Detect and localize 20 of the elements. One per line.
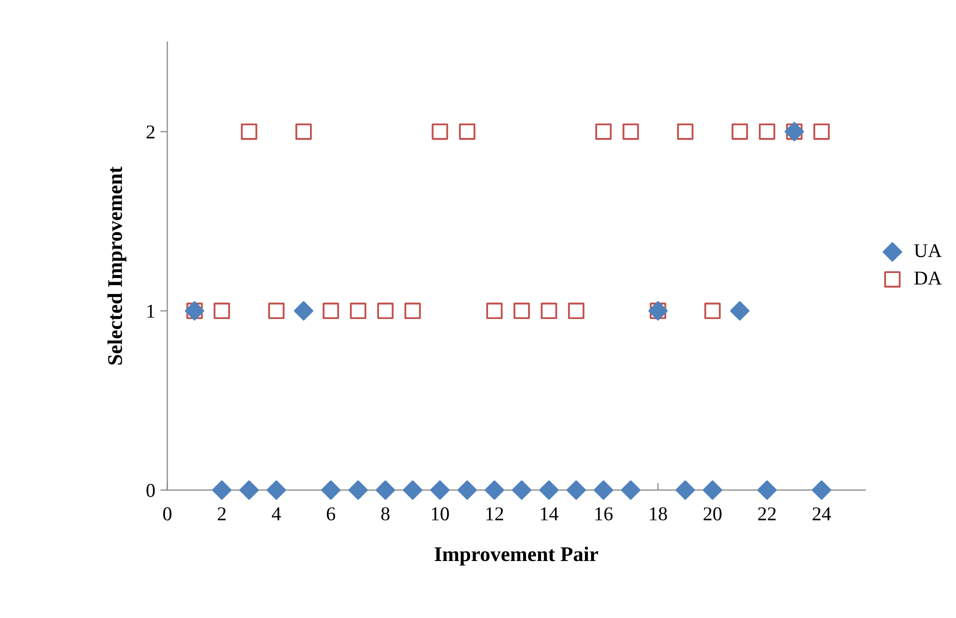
x-tick-label: 10	[432, 507, 449, 520]
x-tick-label: 22	[758, 507, 776, 520]
x-tick-label: 8	[381, 507, 390, 520]
x-tick-label: 12	[486, 507, 504, 520]
x-tick-label: 4	[272, 507, 281, 520]
x-tick-label: 2	[218, 507, 226, 520]
x-tick-label: 20	[704, 507, 722, 520]
x-tick-label: 16	[595, 507, 613, 520]
x-tick-label: 24	[812, 507, 831, 520]
x-tick-label: 14	[540, 507, 558, 520]
x-tick-label: 18	[650, 507, 667, 520]
legend-label: DA	[914, 272, 942, 285]
y-tick-label: 2	[146, 126, 154, 138]
y-tick-label: 0	[146, 484, 155, 498]
y-axis-title: Selected Improvement	[107, 166, 126, 365]
x-tick-label: 0	[163, 507, 172, 520]
y-tick-label: 1	[147, 304, 154, 318]
legend-label: UA	[914, 244, 942, 258]
x-axis-title: Improvement Pair	[434, 546, 598, 566]
x-tick-label: 6	[326, 507, 336, 520]
